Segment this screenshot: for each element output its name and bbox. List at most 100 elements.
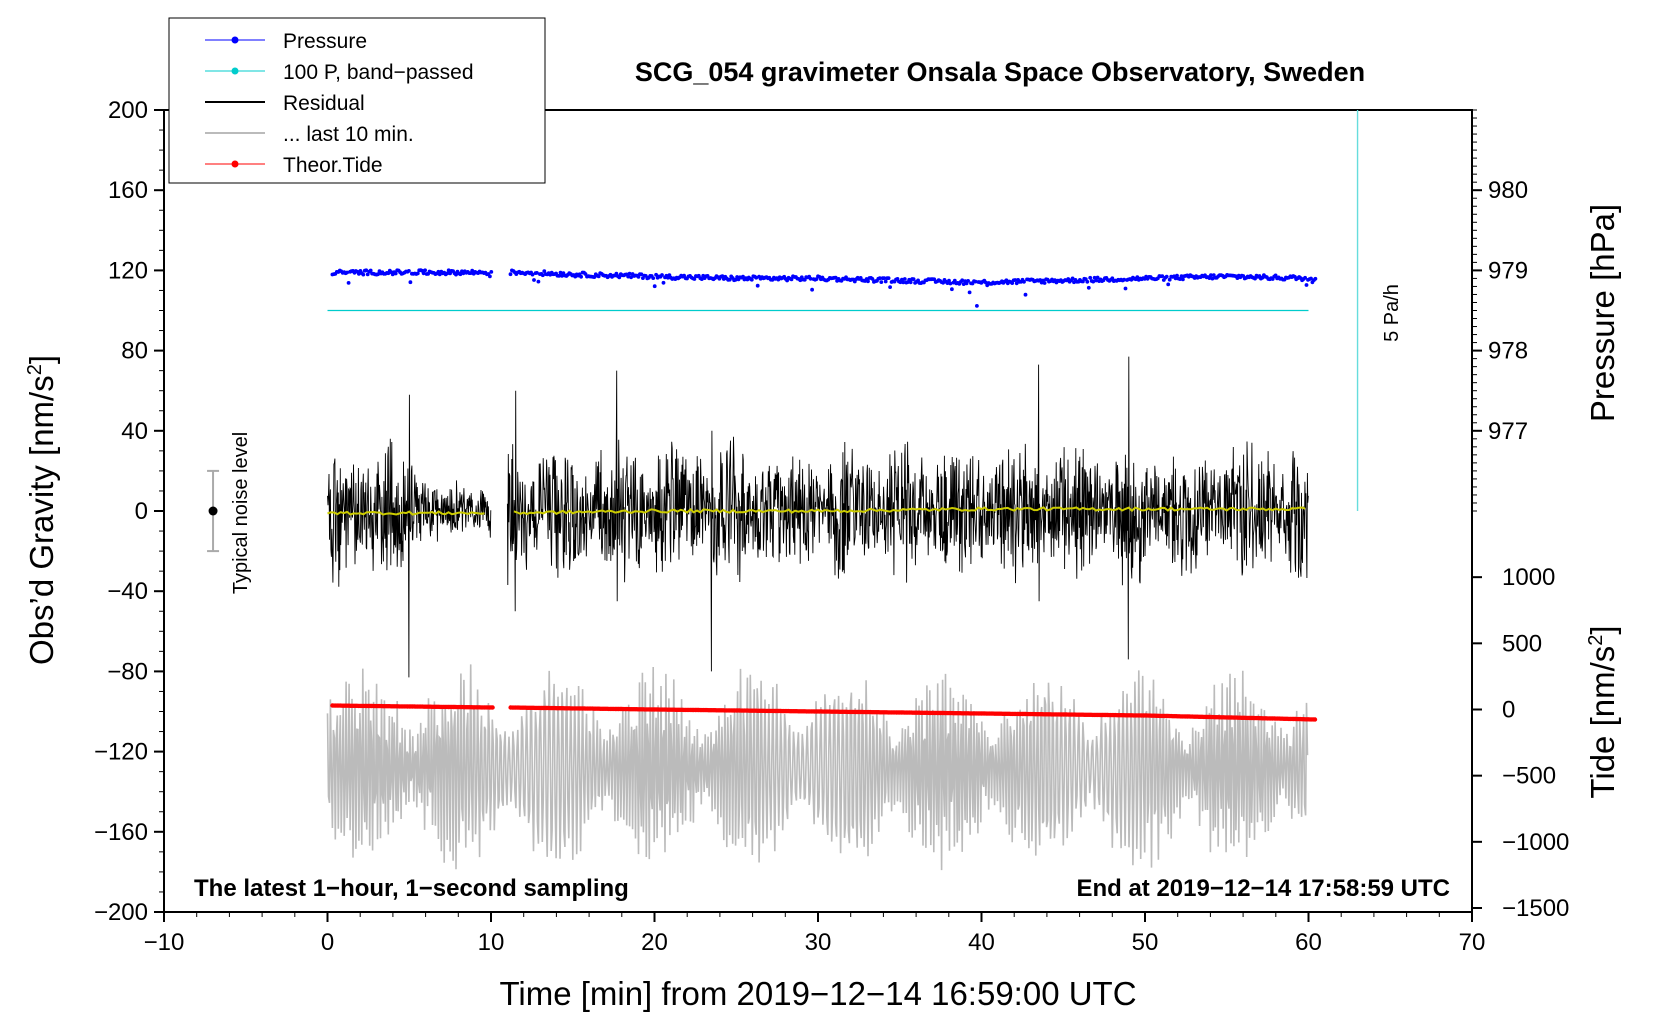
pressure-point [408,280,413,285]
pressure-point [536,279,541,284]
pressure-point [1122,277,1126,282]
pressure-point [879,280,884,284]
pressure-tick-label: 980 [1488,177,1528,204]
pressure-point [1303,275,1307,280]
pressure-point [617,275,622,280]
pressure-point [888,285,892,289]
pressure-point [883,279,888,284]
note-sampling: The latest 1−hour, 1−second sampling [194,875,629,902]
y-label-left-end: ] [23,355,60,364]
legend-item-residual: Residual [205,92,365,115]
pressure-point [1160,274,1165,278]
pressure-point [1313,276,1318,281]
pressure-point [423,268,427,273]
pressure-tick-label: 979 [1488,257,1528,284]
pressure-point [960,278,965,283]
x-tick-label: 10 [478,929,505,956]
y-left-tick-label: 80 [121,338,148,365]
series-residual-segment-1 [327,394,492,678]
pressure-point [1088,275,1093,280]
pressure-point [749,277,754,282]
x-tick-label: 50 [1132,929,1159,956]
legend-label-band-passed: 100 P, band−passed [283,61,474,84]
y-label-left-main: Obs’d Gravity [nm/s [23,375,60,665]
y-left-tick-label: −120 [94,739,148,766]
pressure-point [393,271,398,276]
pressure-tick-label: 977 [1488,418,1528,445]
pressure-point [454,272,458,277]
y-left-tick-label: −160 [94,819,148,846]
pressure-point [720,274,725,279]
pressure-point [902,277,907,281]
y-left-tick-label: 160 [108,177,148,204]
pressure-point [692,277,697,281]
y-left-tick-label: 0 [135,498,148,525]
series-pressure [330,268,1318,308]
pressure-point [361,272,366,277]
tide-tick-label: −1500 [1502,895,1569,922]
tide-tick-label: −500 [1502,763,1556,790]
legend-item-pressure: Pressure [205,30,367,53]
pressure-point [1110,276,1115,281]
pressure-point [1309,276,1313,281]
pressure-point [470,268,475,273]
pressure-point [952,278,957,283]
pressure-point [627,271,632,276]
series-theor-tide [330,703,1318,722]
pressure-point [1042,281,1047,285]
legend-label-theor-tide: Theor.Tide [283,154,383,177]
x-tick-label: 30 [805,929,832,956]
pressure-point [1094,278,1098,283]
pressure-point [727,277,732,282]
pressure-point [345,270,349,275]
pressure-point [1179,274,1184,278]
pressure-point [508,272,513,277]
y-label-tide-sup: 2 [1585,635,1607,646]
pressure-point [1209,273,1213,278]
y-label-tide-main: Tide [nm/s [1584,646,1621,799]
legend-item-last-10-min: ... last 10 min. [205,123,414,146]
pressure-point [967,290,972,295]
pressure-point [900,277,904,282]
pressure-point [833,275,838,280]
pressure-point [1010,281,1015,285]
pressure-point [489,270,494,274]
pressure-point [754,275,759,280]
pressure-point [1013,278,1018,282]
x-tick-label: 20 [641,929,668,956]
pressure-point [1022,279,1026,284]
legend-box [168,17,546,184]
pressure-point [866,279,870,284]
series-layer [207,110,1359,871]
pressure-point [755,283,760,288]
pressure-point [1167,277,1172,282]
pressure-point [1253,276,1257,281]
series-last-10-min [326,664,1309,871]
pressure-point [651,276,656,280]
pressure-point [530,272,535,277]
pressure-point [975,304,979,308]
legend-item-theor-tide: Theor.Tide [205,154,383,177]
pressure-point [629,275,633,280]
series-running-mean-segment-1 [327,510,485,516]
pressure-point [652,284,657,289]
tide-tick-label: −1000 [1502,829,1569,856]
pressure-point [1210,276,1215,281]
pressure-point [1273,273,1278,278]
pressure-point [966,279,970,283]
pressure-point [1023,292,1028,297]
pressure-point [877,276,882,281]
pressure-point [445,271,450,276]
pressure-point [1304,283,1309,287]
y-label-left-sup: 2 [24,364,46,375]
legend-marker-theor-tide [231,160,239,168]
pressure-point [941,280,945,285]
legend-item-band-passed: 100 P, band−passed [205,61,474,84]
pressure-point [961,282,966,286]
pressure-point [532,278,536,282]
pressure-point [368,268,373,273]
pressure-point [636,275,641,279]
x-tick-label: 0 [321,929,334,956]
pressure-point [558,270,563,275]
pressure-point [365,272,370,277]
